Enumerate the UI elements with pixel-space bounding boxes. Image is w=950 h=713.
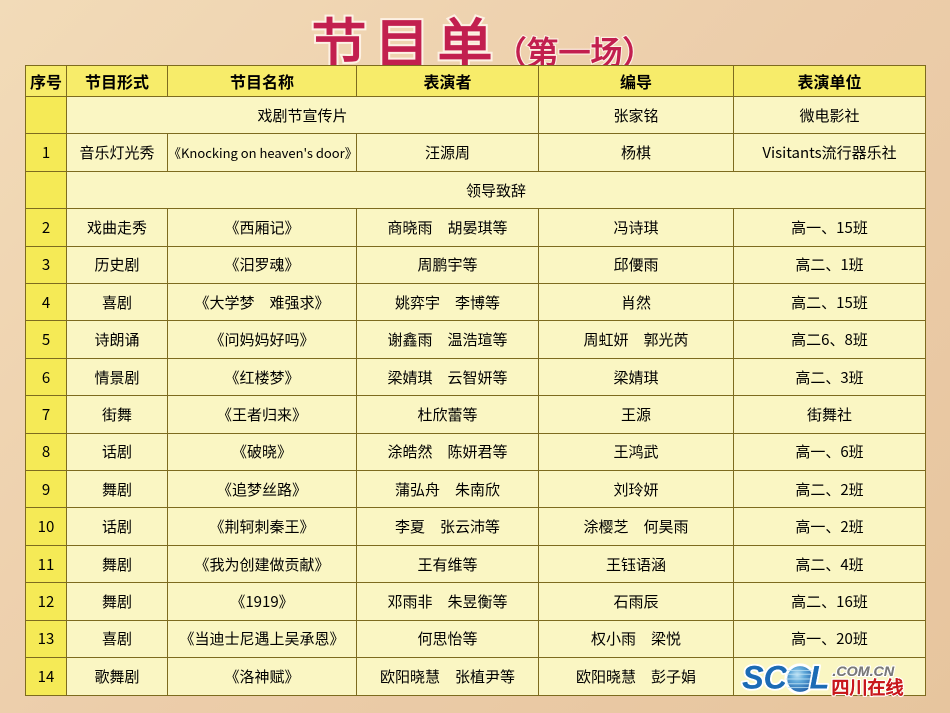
svg-text:四川在线: 四川在线: [831, 677, 903, 698]
svg-text:SC: SC: [742, 660, 788, 696]
svg-text:L: L: [810, 660, 830, 696]
